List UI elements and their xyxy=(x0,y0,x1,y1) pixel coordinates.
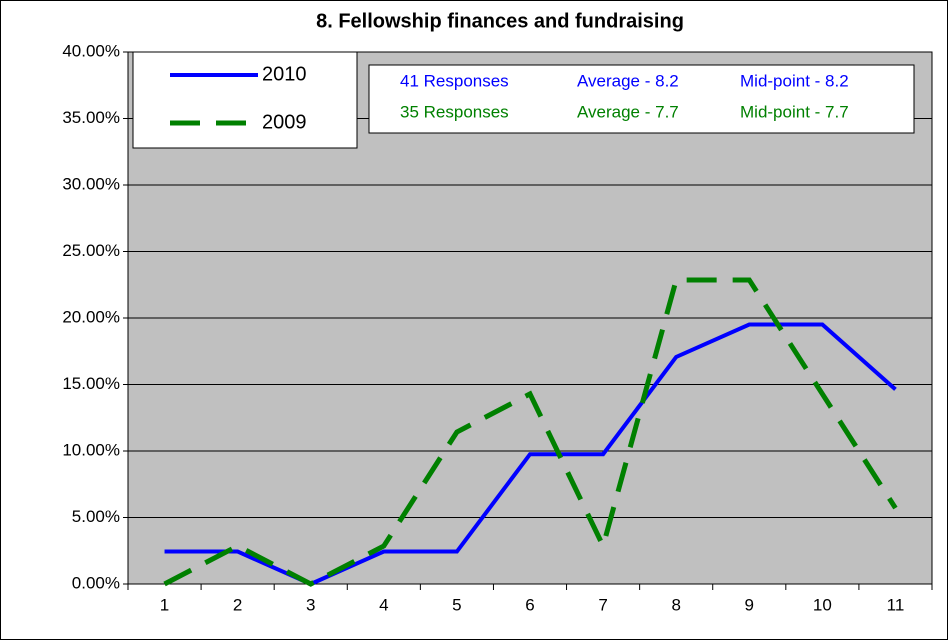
x-tick-label: 11 xyxy=(887,595,905,614)
y-tick-label: 30.00% xyxy=(62,174,120,193)
y-tick-label: 10.00% xyxy=(62,440,120,459)
info-box xyxy=(368,64,915,134)
x-tick-label: 6 xyxy=(525,595,534,614)
x-tick-label: 9 xyxy=(745,595,754,614)
y-tick-label: 20.00% xyxy=(62,307,120,326)
y-tick-label: 5.00% xyxy=(72,507,120,526)
x-tick-label: 7 xyxy=(598,595,607,614)
y-tick-label: 25.00% xyxy=(62,241,120,260)
y-tick-label: 35.00% xyxy=(62,108,120,127)
x-tick-label: 10 xyxy=(813,595,832,614)
y-tick-label: 15.00% xyxy=(62,374,120,393)
x-tick-label: 4 xyxy=(379,595,388,614)
annotation: Average - 8.2 xyxy=(577,71,679,90)
annotation: Mid-point - 7.7 xyxy=(740,102,849,121)
x-tick-label: 3 xyxy=(306,595,315,614)
legend-box xyxy=(132,51,358,149)
annotation: Mid-point - 8.2 xyxy=(740,71,849,90)
legend-label: 2010 xyxy=(262,63,307,85)
annotation: Average - 7.7 xyxy=(577,102,679,121)
x-tick-label: 2 xyxy=(233,595,242,614)
x-tick-label: 1 xyxy=(160,595,169,614)
y-tick-label: 40.00% xyxy=(62,41,120,60)
chart-title: 8. Fellowship finances and fundraising xyxy=(316,10,684,32)
y-tick-label: 0.00% xyxy=(72,573,120,592)
series-line xyxy=(163,277,898,587)
x-tick-label: 5 xyxy=(452,595,461,614)
annotation: 35 Responses xyxy=(400,102,509,121)
x-tick-label: 8 xyxy=(671,595,680,614)
legend-label: 2009 xyxy=(262,111,307,133)
annotation: 41 Responses xyxy=(400,71,509,90)
